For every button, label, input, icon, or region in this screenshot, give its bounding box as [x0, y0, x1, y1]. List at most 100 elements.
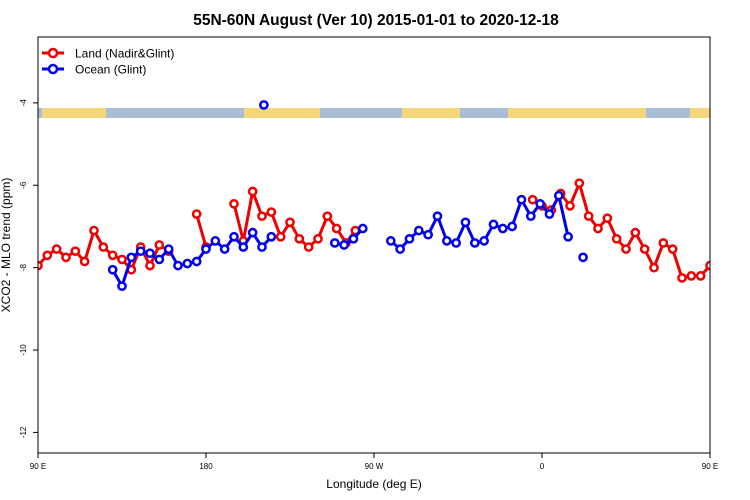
series-land-point — [583, 211, 594, 222]
series-ocean — [107, 100, 588, 292]
series-ocean-point — [201, 244, 211, 254]
series-land-point — [331, 223, 342, 234]
series-land-point — [247, 186, 258, 197]
series-ocean-point — [191, 256, 202, 267]
series-land-lines — [38, 181, 710, 280]
series-land-point — [630, 227, 641, 238]
series-ocean-point — [107, 264, 118, 275]
series-land-point — [602, 213, 613, 224]
series-land-point — [621, 244, 631, 254]
series-ocean-point — [163, 244, 174, 254]
legend-marker-ocean — [47, 63, 59, 75]
series-land-point — [677, 273, 687, 283]
chart-title: 55N-60N August (Ver 10) 2015-01-01 to 20… — [193, 12, 559, 29]
series-layer — [38, 100, 750, 292]
series-land-point — [42, 250, 53, 261]
legend-label-ocean: Ocean (Glint) — [75, 63, 146, 77]
series-ocean-point — [404, 233, 415, 244]
series-land-point — [98, 242, 109, 252]
y-tick-label: -4 — [19, 99, 28, 107]
series-land-point — [89, 225, 99, 236]
series-ocean-point — [339, 240, 349, 250]
series-land-point — [266, 207, 277, 217]
series-land-point — [725, 246, 732, 253]
series-ocean-point — [117, 281, 127, 292]
series-land-point — [611, 233, 622, 244]
ocean-segment — [646, 108, 690, 118]
series-ocean-point — [578, 252, 588, 263]
series-land-point — [639, 244, 650, 254]
series-ocean-point — [516, 194, 527, 205]
series-ocean-point — [173, 260, 183, 271]
series-land-point — [716, 254, 723, 261]
series-land-point — [117, 254, 127, 265]
series-ocean-point — [385, 236, 396, 246]
series-land-point — [667, 244, 678, 254]
series-land-point — [154, 240, 165, 250]
series-ocean-point — [219, 244, 230, 254]
y-axis-label: XCO2 - MLO trend (ppm) — [0, 178, 13, 313]
series-ocean-point — [432, 211, 443, 222]
series-ocean-point — [357, 223, 368, 234]
series-land-point — [527, 194, 538, 205]
series-land-point — [649, 262, 659, 273]
legend-marker-land — [47, 47, 59, 59]
series-land-line — [195, 213, 208, 248]
series-ocean-point — [497, 223, 508, 234]
series-ocean-point — [229, 231, 239, 242]
series-land-point — [61, 252, 71, 263]
legend: Land (Nadir&Glint) Ocean (Glint) — [42, 47, 174, 77]
y-tick-label: -10 — [19, 344, 28, 356]
y-tick-label: -8 — [19, 264, 28, 272]
series-land-point — [70, 246, 81, 257]
series-land-point — [275, 231, 286, 242]
series-ocean-point — [329, 238, 340, 248]
series-ocean-point — [423, 229, 433, 240]
ocean-segment — [38, 108, 42, 118]
series-ocean-point — [395, 244, 405, 254]
x-tick-label: 0 — [540, 462, 545, 471]
series-ocean-point — [451, 238, 461, 248]
x-tick-label: 90 E — [702, 462, 718, 471]
series-land-point — [658, 238, 669, 248]
series-ocean-point — [126, 252, 137, 263]
y-axis: -4 -6 -8 -10 -12 — [19, 99, 38, 438]
series-ocean-point — [544, 209, 555, 219]
land-mask-band — [38, 108, 710, 118]
x-axis-label: Longitude (deg E) — [326, 477, 421, 491]
series-ocean-point — [182, 258, 193, 269]
x-tick-label: 180 — [199, 462, 213, 471]
series-ocean-point — [135, 246, 146, 257]
series-ocean-point — [488, 219, 499, 230]
series-land-point — [686, 271, 697, 281]
series-land-point — [705, 260, 710, 271]
legend-label-land: Land (Nadir&Glint) — [75, 47, 174, 61]
series-land-point — [574, 178, 585, 189]
series-land-point — [565, 201, 575, 211]
series-land-point — [145, 260, 155, 271]
series-land-point — [107, 250, 118, 261]
series-ocean-points — [107, 100, 588, 292]
x-tick-label: 90 W — [365, 462, 384, 471]
series-land-point — [744, 248, 750, 255]
series-land-point — [257, 211, 267, 222]
series-land-point — [79, 256, 90, 267]
series-ocean-point — [145, 248, 155, 259]
series-land-point — [303, 242, 314, 252]
series-ocean-point — [563, 231, 573, 242]
series-land-point — [51, 244, 62, 254]
series-ocean-point — [441, 236, 452, 246]
series-ocean-point — [348, 233, 359, 244]
ocean-segment — [320, 108, 402, 118]
series-land-point — [313, 233, 323, 244]
series-ocean-point — [535, 198, 545, 209]
y-tick-label: -12 — [19, 426, 28, 438]
series-land-point — [695, 271, 706, 281]
series-ocean-point — [247, 227, 258, 238]
series-ocean-lines — [111, 194, 570, 288]
series-ocean-point — [479, 236, 489, 246]
series-land-point — [285, 217, 295, 228]
series-ocean-point — [257, 242, 267, 252]
series-land — [38, 178, 750, 283]
series-ocean-point — [469, 238, 480, 248]
